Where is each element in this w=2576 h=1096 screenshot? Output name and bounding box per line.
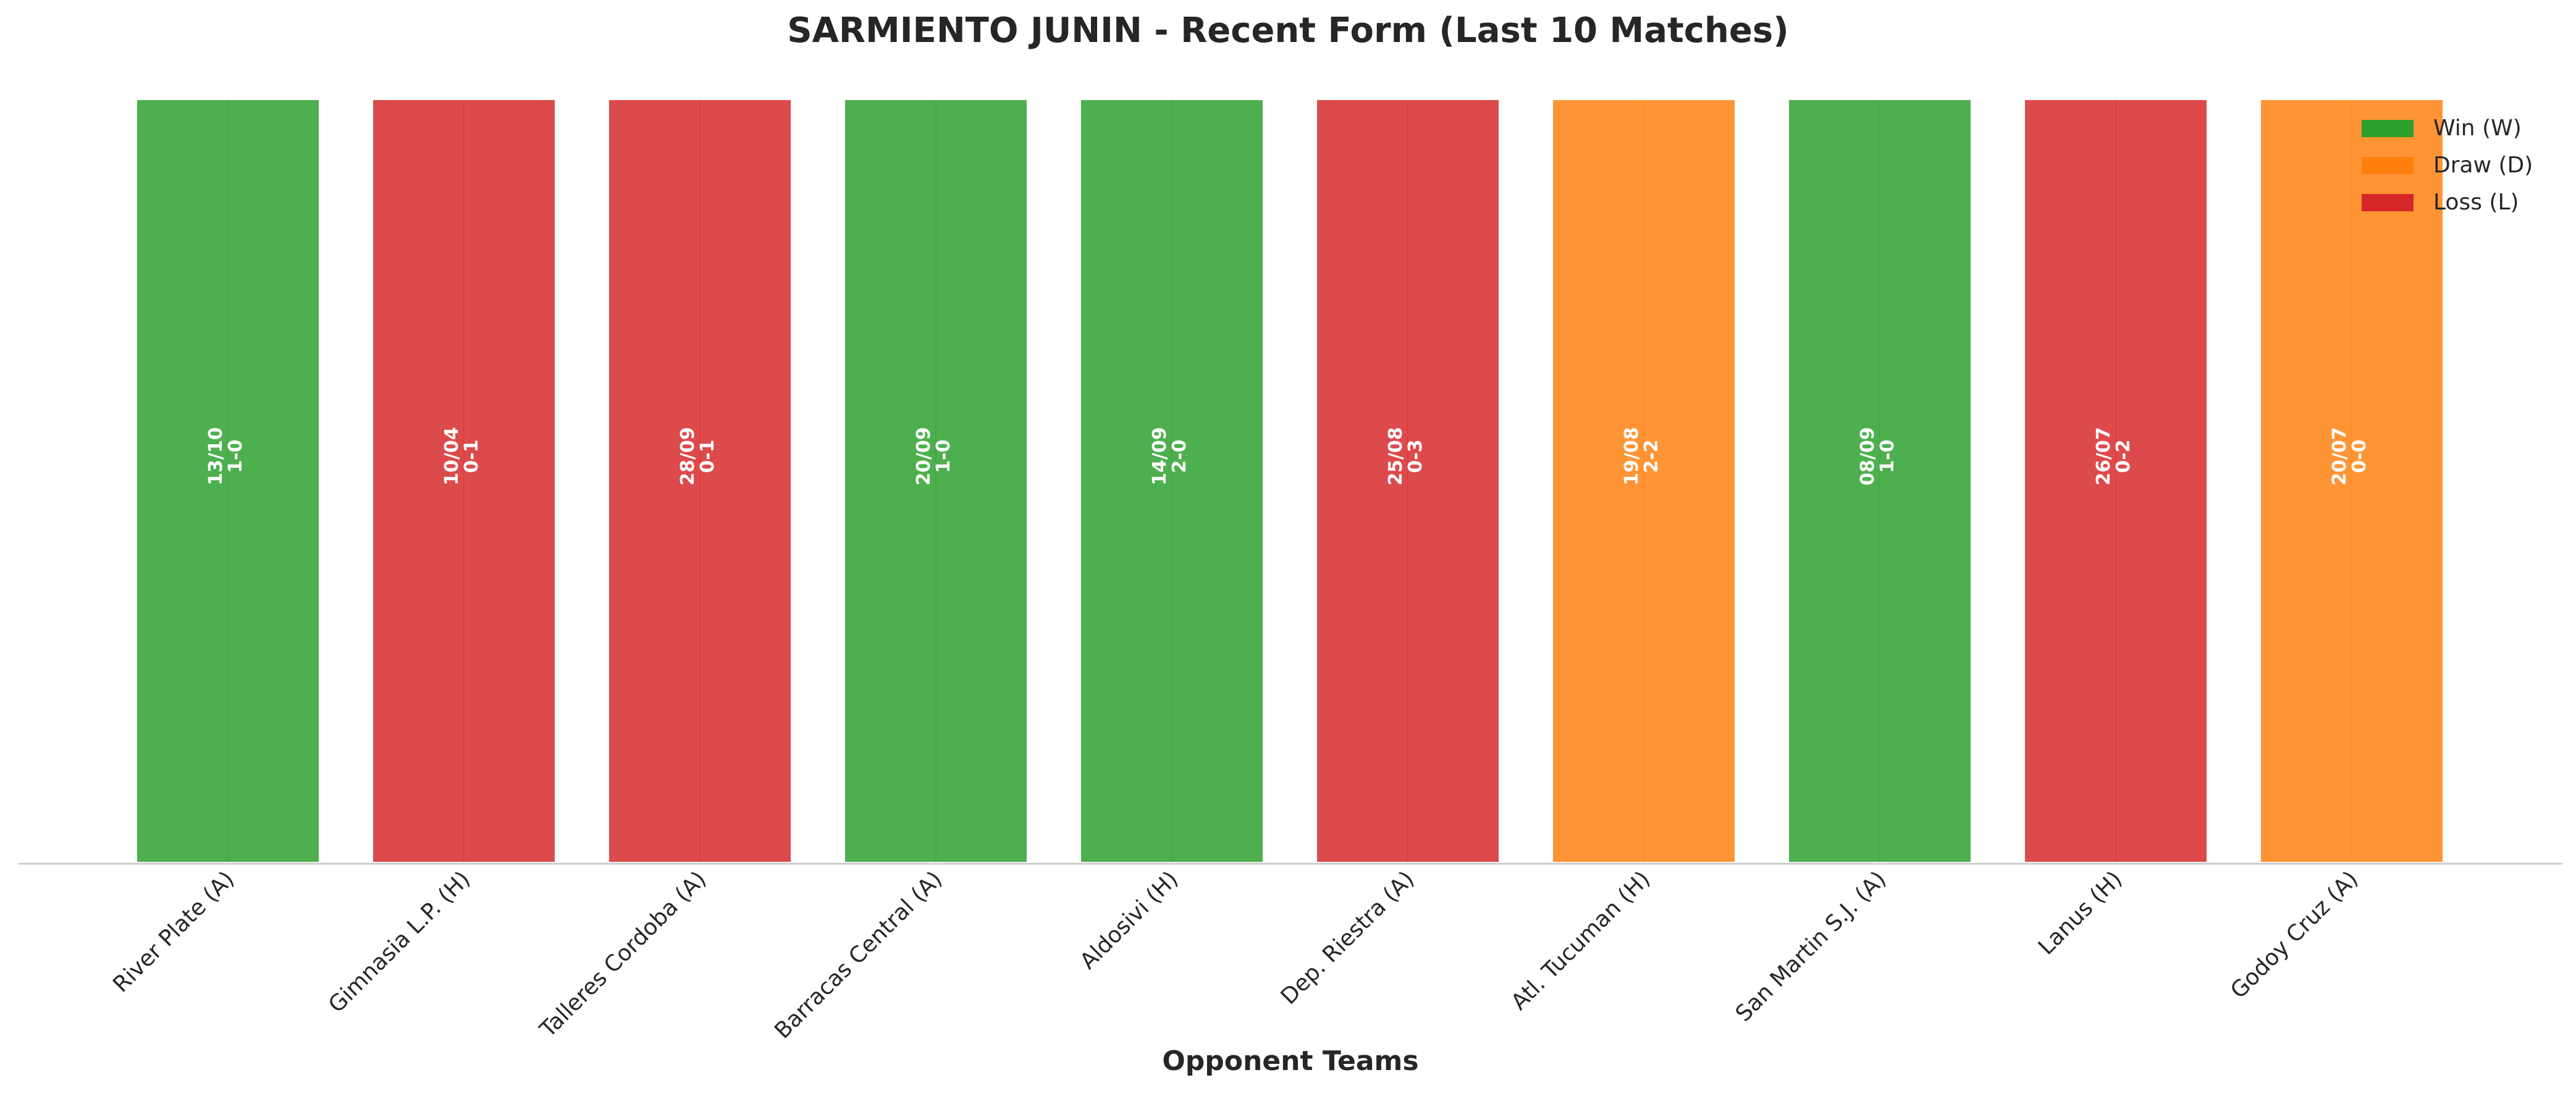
x-axis-label: Opponent Teams [1162, 1045, 1418, 1077]
bar-score-label: 1-0 [933, 439, 954, 473]
bar-score-label: 1-0 [225, 439, 246, 473]
x-tick-label: Lanus (H) [2034, 866, 2127, 959]
legend-label: Loss (L) [2433, 190, 2519, 215]
legend-swatch [2362, 194, 2414, 211]
bar-date-label: 20/07 [2329, 427, 2351, 485]
bar [607, 98, 793, 864]
bar-group: 25/080-3 [1315, 98, 1501, 864]
bar-score-label: 2-2 [1641, 439, 1662, 473]
x-tick-label: Godoy Cruz (A) [2226, 866, 2363, 1003]
legend-swatch [2362, 120, 2414, 137]
x-tick-label: Atl. Tucuman (H) [1507, 866, 1656, 1015]
bar [1787, 98, 1973, 864]
bar-score-label: 1-0 [1877, 439, 1898, 473]
bar [1079, 98, 1265, 864]
bar [135, 98, 321, 864]
x-tick-label: Dep. Riestra (A) [1276, 866, 1420, 1010]
x-tick-label: Barracas Central (A) [770, 866, 947, 1043]
bar-group: 14/092-0 [1079, 98, 1265, 864]
bar-date-label: 10/04 [441, 427, 463, 485]
legend-swatch [2362, 157, 2414, 174]
bar-date-label: 28/09 [677, 427, 699, 485]
bars-layer: 13/101-0 10/040-1 28/090-1 20/091-0 14/092-0… [135, 98, 2445, 864]
bar-date-label: 20/09 [913, 427, 935, 485]
bar-group: 10/040-1 [371, 98, 557, 864]
x-tick-label: Talleres Cordoba (A) [535, 866, 712, 1043]
bar-date-label: 19/08 [1621, 427, 1643, 485]
bar-date-label: 08/09 [1857, 427, 1879, 485]
bar-group: 20/070-0 [2258, 98, 2445, 864]
legend-item: Loss (L) [2362, 190, 2519, 215]
bar [1551, 98, 1737, 864]
x-tick-label: Aldosivi (H) [1075, 866, 1184, 974]
x-tick-label: River Plate (A) [108, 866, 239, 997]
legend: Win (W) Draw (D) Loss (L) [2362, 116, 2533, 215]
bar-date-label: 26/07 [2093, 427, 2115, 485]
bar-score-label: 0-1 [697, 439, 718, 473]
legend-label: Draw (D) [2433, 153, 2533, 178]
bar [2258, 98, 2445, 864]
legend-label: Win (W) [2433, 116, 2522, 141]
bar-date-label: 13/10 [205, 427, 227, 485]
bar [371, 98, 557, 864]
bar [1315, 98, 1501, 864]
chart-title: SARMIENTO JUNIN - Recent Form (Last 10 M… [787, 11, 1789, 51]
x-tick-labels: River Plate (A) Gimnasia L.P. (H) Talleres… [108, 866, 2363, 1043]
bar [843, 98, 1029, 864]
bar-group: 26/070-2 [2022, 98, 2209, 864]
bar-score-label: 0-1 [461, 439, 482, 473]
bar-score-label: 0-2 [2113, 439, 2134, 473]
legend-item: Draw (D) [2362, 153, 2533, 178]
bar-group: 13/101-0 [135, 98, 321, 864]
x-tick-label: San Martin S.J. (A) [1731, 866, 1892, 1027]
bar-group: 28/090-1 [607, 98, 793, 864]
bar-score-label: 0-0 [2349, 439, 2370, 473]
legend-item: Win (W) [2362, 116, 2522, 141]
bar-score-label: 0-3 [1405, 439, 1426, 473]
x-tick-label: Gimnasia L.P. (H) [324, 866, 475, 1018]
bar-score-label: 2-0 [1169, 439, 1190, 473]
bar-group: 08/091-0 [1787, 98, 1973, 864]
bar-date-label: 25/08 [1385, 427, 1407, 485]
bar-date-label: 14/09 [1149, 427, 1171, 485]
bar-group: 19/082-2 [1551, 98, 1737, 864]
bar-group: 20/091-0 [843, 98, 1029, 864]
